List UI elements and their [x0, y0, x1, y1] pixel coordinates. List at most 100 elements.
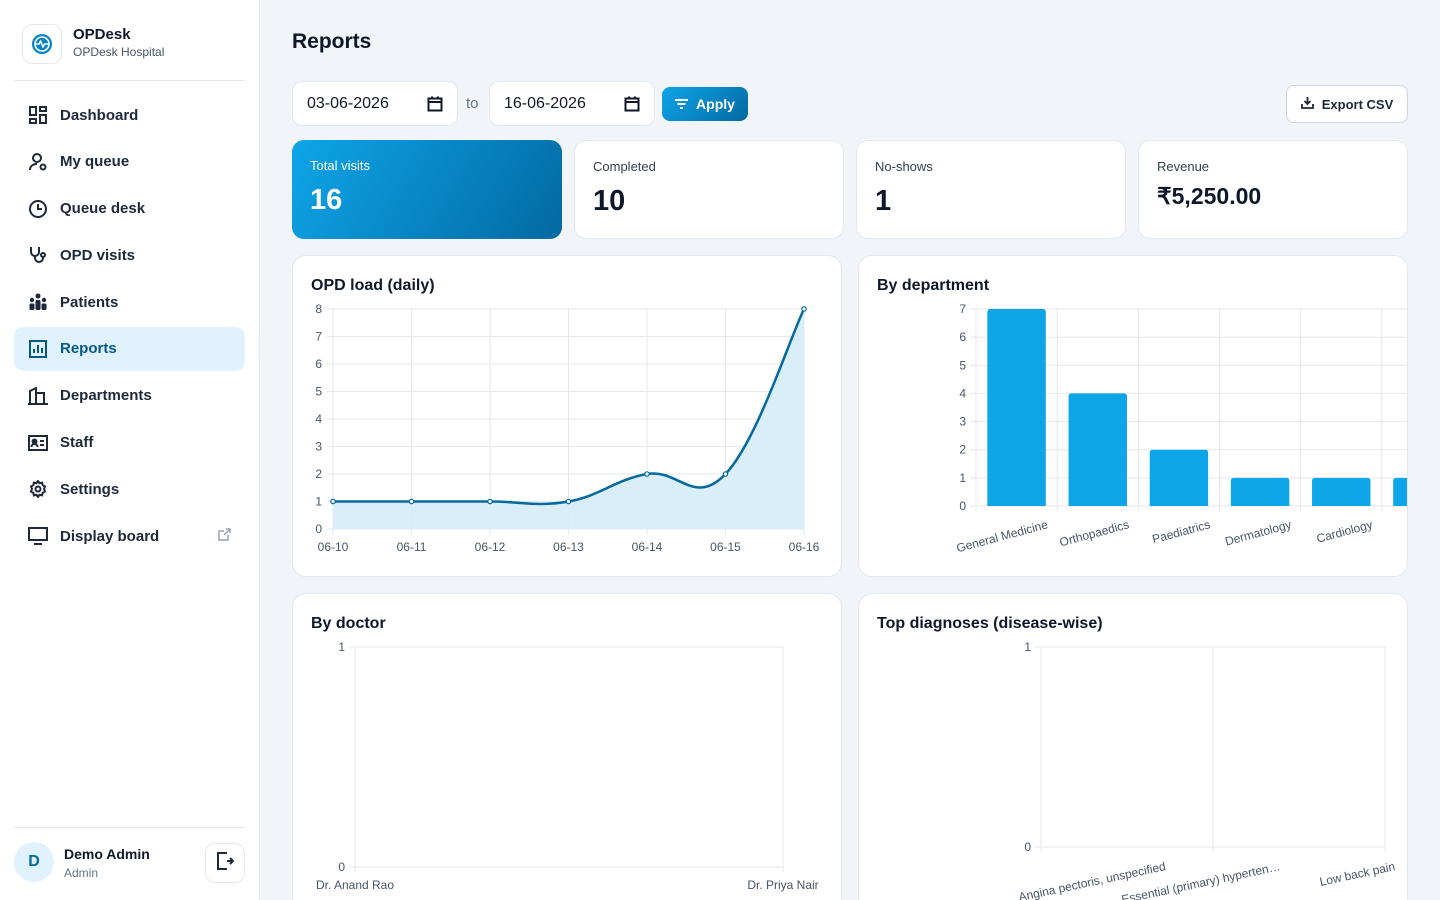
x-tick-label: 06-10 [318, 540, 349, 554]
by-doctor-chart: 0 1 Dr. Anand Rao Dr. Priya Nair [316, 640, 819, 892]
sidebar-item-queue-desk[interactable]: Queue desk [14, 187, 245, 231]
calendar-icon[interactable] [427, 96, 443, 117]
people-icon [28, 292, 48, 312]
external-link-icon [218, 528, 231, 545]
chart-title: By department [877, 277, 990, 294]
y-tick-label: 5 [959, 358, 966, 372]
y-tick-label: 0 [315, 522, 322, 536]
x-tick-label: 06-14 [632, 540, 663, 554]
x-tick-label: General Medicine [955, 517, 1050, 555]
bar [1312, 477, 1371, 506]
y-tick-label: 1 [315, 495, 322, 509]
y-tick-label: 1 [959, 471, 966, 485]
x-tick-label: Low back pain [1318, 859, 1396, 889]
y-tick-label: 3 [959, 415, 966, 429]
y-tick-label: 8 [315, 302, 322, 316]
from-date-value: 03-06-2026 [307, 94, 389, 112]
sidebar-nav: Dashboard My queue Queue desk OPD visits… [14, 93, 245, 561]
series-line [332, 308, 806, 506]
sidebar-item-staff[interactable]: Staff [14, 421, 245, 465]
sidebar-item-departments[interactable]: Departments [14, 374, 245, 418]
user-name: Demo Admin [64, 846, 150, 862]
stat-value: 1 [875, 185, 892, 217]
stat-label: Total visits [310, 158, 370, 173]
y-tick-label: 1 [338, 640, 345, 654]
y-tick-label: 0 [1024, 840, 1031, 854]
chart-card-by-department: 0 1 2 3 4 5 6 7 General Medicine Orthopaedics Paed… [858, 255, 1408, 577]
chart-card-top-diagnoses: 0 1 Angina pectoris, unspecified Essential … [858, 593, 1408, 900]
stat-label: No-shows [875, 159, 933, 174]
bar [1149, 449, 1209, 506]
dashboard-icon [28, 105, 48, 125]
calendar-icon[interactable] [624, 96, 640, 117]
stat-card-revenue: Revenue ₹5,250.00 [1138, 140, 1408, 239]
data-point [330, 498, 336, 505]
user-profile: D Demo Admin Admin [14, 827, 245, 900]
x-tick-label: 06-15 [710, 540, 741, 554]
x-tick-label: Dermatology [1224, 517, 1293, 548]
from-date-input[interactable]: 03-06-2026 [292, 81, 458, 126]
y-tick-label: 2 [315, 467, 322, 481]
page-title: Reports [292, 30, 372, 53]
stethoscope-icon [28, 245, 48, 265]
stat-card-completed: Completed 10 [574, 140, 844, 239]
avatar: D [14, 842, 54, 882]
sidebar-item-reports[interactable]: Reports [14, 326, 245, 371]
y-tick-label: 4 [959, 386, 966, 400]
sidebar-item-label: OPD visits [60, 246, 136, 264]
x-tick-label: Orthopaedics [1058, 517, 1131, 549]
gear-icon [28, 479, 48, 499]
stat-label: Revenue [1157, 159, 1210, 174]
sidebar-item-dashboard[interactable]: Dashboard [14, 93, 245, 137]
logout-icon [216, 851, 235, 875]
sidebar-item-label: Settings [60, 480, 120, 498]
sidebar-item-label: My queue [60, 153, 130, 171]
x-tick-label: 06-16 [789, 540, 820, 554]
y-tick-label: 5 [315, 385, 322, 399]
sidebar-item-my-queue[interactable]: My queue [14, 140, 245, 184]
sidebar-item-label: Reports [60, 340, 117, 358]
bar [1230, 477, 1290, 506]
chart-card-opd-load: 0 1 2 3 4 5 6 7 8 06-10 06-11 06-12 06-13 06-14 06-15 0… [292, 255, 842, 577]
sidebar-item-label: Queue desk [60, 200, 146, 218]
y-tick-label: 4 [315, 412, 322, 426]
y-tick-label: 2 [959, 443, 966, 457]
y-tick-label: 7 [959, 302, 966, 316]
x-tick-label: Dr. Anand Rao [316, 878, 394, 892]
export-label: Export CSV [1321, 96, 1394, 112]
to-date-input[interactable]: 16-06-2026 [489, 81, 655, 126]
user-role: Admin [64, 866, 99, 880]
series-area [333, 309, 804, 529]
y-tick-label: 0 [959, 499, 966, 513]
data-point [722, 471, 729, 477]
apply-button[interactable]: Apply [662, 87, 748, 121]
download-icon [1300, 96, 1314, 112]
to-label: to [466, 95, 479, 112]
sidebar-item-settings[interactable]: Settings [14, 467, 245, 511]
logout-button[interactable] [205, 843, 245, 883]
chart-title: OPD load (daily) [311, 277, 435, 294]
filter-icon [675, 96, 689, 112]
bar-chart-icon [28, 339, 48, 359]
chart-title: Top diagnoses (disease-wise) [877, 615, 1103, 632]
sidebar-item-label: Display board [60, 527, 160, 545]
data-point [644, 471, 650, 477]
data-point [565, 498, 572, 505]
bar [1068, 393, 1127, 506]
id-card-icon [28, 433, 48, 453]
bar [1393, 477, 1407, 506]
x-tick-label: Paediatrics [1151, 517, 1212, 546]
data-point [487, 498, 493, 505]
y-tick-label: 3 [315, 440, 322, 454]
export-csv-button[interactable]: Export CSV [1286, 85, 1408, 123]
sidebar-item-label: Dashboard [60, 106, 139, 124]
apply-label: Apply [696, 96, 735, 112]
sidebar-item-display-board[interactable]: Display board [14, 514, 245, 558]
stat-value: 16 [310, 184, 343, 216]
sidebar-item-opd-visits[interactable]: OPD visits [14, 233, 245, 277]
monitor-icon [28, 526, 48, 546]
chart-card-by-doctor: 0 1 Dr. Anand Rao Dr. Priya Nair By doctor [292, 593, 842, 900]
sidebar-item-patients[interactable]: Patients [14, 280, 245, 324]
brand-logo-icon [22, 24, 62, 64]
